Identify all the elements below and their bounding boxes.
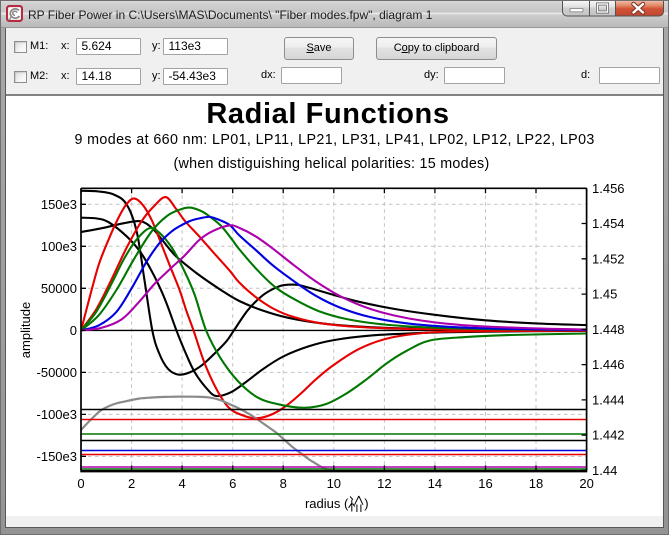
svg-text:1.442: 1.442: [592, 428, 625, 443]
svg-text:8: 8: [280, 476, 287, 491]
svg-text:-150e3: -150e3: [37, 449, 77, 464]
svg-text:1.45: 1.45: [592, 287, 617, 302]
svg-text:100e3: 100e3: [41, 239, 77, 254]
svg-text:1.446: 1.446: [592, 357, 625, 372]
svg-text:2: 2: [128, 476, 135, 491]
svg-text:4: 4: [179, 476, 186, 491]
svg-text:18: 18: [529, 476, 543, 491]
svg-text:amplitude: amplitude: [18, 302, 33, 358]
svg-text:1.452: 1.452: [592, 251, 625, 266]
svg-text:1.456: 1.456: [592, 181, 625, 196]
svg-text:150e3: 150e3: [41, 197, 77, 212]
svg-text:10: 10: [327, 476, 341, 491]
svg-text:-100e3: -100e3: [37, 407, 77, 422]
svg-text:-50000: -50000: [37, 365, 77, 380]
svg-text:): ): [364, 496, 368, 511]
svg-text:14: 14: [428, 476, 442, 491]
svg-text:0: 0: [70, 323, 77, 338]
svg-text:1.444: 1.444: [592, 392, 625, 407]
svg-text:6: 6: [229, 476, 236, 491]
svg-text:Radial Functions: Radial Functions: [206, 98, 449, 130]
svg-text:12: 12: [377, 476, 391, 491]
svg-text:1.448: 1.448: [592, 322, 625, 337]
svg-text:50000: 50000: [41, 281, 77, 296]
svg-text:(when distiguishing helical po: (when distiguishing helical polarities: …: [173, 156, 489, 172]
svg-text:9 modes at 660 nm: LP01, LP11,: 9 modes at 660 nm: LP01, LP11, LP21, LP3…: [74, 132, 594, 148]
svg-text:1.454: 1.454: [592, 216, 625, 231]
svg-text:radius (: radius (: [305, 496, 349, 511]
svg-text:20: 20: [579, 476, 593, 491]
svg-text:1.44: 1.44: [592, 463, 617, 478]
svg-text:16: 16: [478, 476, 492, 491]
svg-text:0: 0: [77, 476, 84, 491]
